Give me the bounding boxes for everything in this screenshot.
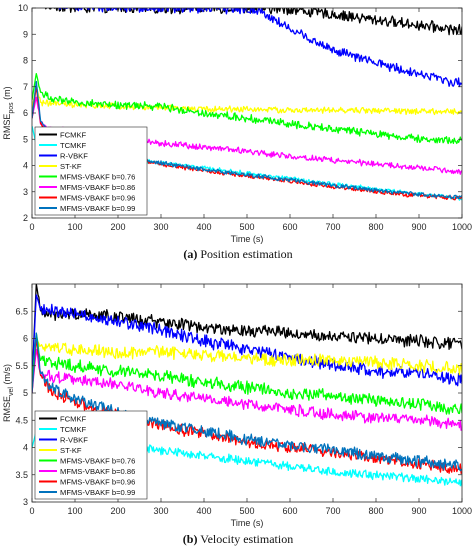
y-tick-label: 4 xyxy=(23,161,28,171)
x-axis-label: Time (s) xyxy=(231,518,264,528)
y-tick-label: 7 xyxy=(23,82,28,92)
y-axis-label-unit: (m/s) xyxy=(2,364,12,387)
y-tick-label: 6 xyxy=(23,108,28,118)
legend-label: MFMS-VBAKF b=0.76 xyxy=(60,173,135,182)
y-axis-label-main: RMSE xyxy=(2,114,12,140)
y-tick-label: 3 xyxy=(23,497,28,507)
x-tick-label: 1000 xyxy=(452,506,472,516)
series-line-mfms-vbakf-b-0-99 xyxy=(32,332,462,472)
legend-label: TCMKF xyxy=(60,141,87,150)
y-tick-label: 5 xyxy=(23,134,28,144)
x-tick-label: 500 xyxy=(239,222,254,232)
x-tick-label: 700 xyxy=(325,222,340,232)
legend-label: TCMKF xyxy=(60,425,87,434)
legend-label: MFMS-VBAKF b=0.99 xyxy=(60,488,135,497)
y-axis-label: RMSEvel (m/s) xyxy=(2,364,15,422)
y-axis-label-subscript: vel xyxy=(8,387,15,396)
x-tick-label: 600 xyxy=(282,222,297,232)
legend-label: R-VBKF xyxy=(60,436,88,445)
legend-box xyxy=(34,410,148,500)
series-line-mfms-vbakf-b-0-86 xyxy=(32,348,462,431)
y-tick-label: 10 xyxy=(18,3,28,13)
legend-box xyxy=(34,126,148,216)
x-tick-label: 800 xyxy=(368,222,383,232)
x-tick-label: 200 xyxy=(110,506,125,516)
series-line-mfms-vbakf-b-0-96 xyxy=(32,337,462,474)
y-tick-label: 5 xyxy=(23,388,28,398)
y-axis-label-unit: (m) xyxy=(2,86,12,102)
x-tick-label: 100 xyxy=(67,222,82,232)
caption-velocity-text: Velocity estimation xyxy=(197,532,294,546)
y-axis-label-main: RMSE xyxy=(2,396,12,422)
x-tick-label: 900 xyxy=(411,506,426,516)
legend-label: FCMKF xyxy=(60,415,87,424)
series-line-st-kf xyxy=(32,86,462,116)
y-tick-label: 3.5 xyxy=(15,470,28,480)
x-tick-label: 0 xyxy=(29,222,34,232)
y-axis-label-subscript: pos xyxy=(8,102,15,114)
x-tick-label: 800 xyxy=(368,506,383,516)
x-tick-label: 400 xyxy=(196,222,211,232)
y-tick-label: 9 xyxy=(23,29,28,39)
legend-label: MFMS-VBAKF b=0.99 xyxy=(60,204,135,213)
legend-label: MFMS-VBAKF b=0.86 xyxy=(60,467,135,476)
y-tick-label: 4.5 xyxy=(15,415,28,425)
x-tick-label: 200 xyxy=(110,222,125,232)
caption-velocity: (b) Velocity estimation xyxy=(0,532,476,547)
caption-position: (a) Position estimation xyxy=(0,247,476,262)
caption-velocity-letter: (b) xyxy=(182,532,198,546)
x-tick-label: 300 xyxy=(153,222,168,232)
x-tick-label: 300 xyxy=(153,506,168,516)
legend-label: MFMS-VBAKF b=0.96 xyxy=(60,478,135,487)
position-chart-panel: 0 100 200 300 400 500 600 700 800 900 1000 2 3 4 5 6 7 8 9… xyxy=(0,0,476,270)
velocity-chart-panel: 0 100 200 300 400 500 600 700 800 900 1000 3 3.5 4 4.5… xyxy=(0,272,476,550)
y-tick-label: 4 xyxy=(23,443,28,453)
x-tick-label: 100 xyxy=(67,506,82,516)
legend-label: ST-KF xyxy=(60,162,82,171)
series-line-mfms-vbakf-b-0-76 xyxy=(32,72,462,145)
y-axis-label: RMSEpos (m) xyxy=(2,86,15,139)
x-tick-label: 0 xyxy=(29,506,34,516)
series-line-st-kf xyxy=(32,337,462,383)
x-tick-label: 1000 xyxy=(452,222,472,232)
series-line-r-vbkf xyxy=(32,294,462,387)
x-tick-label: 600 xyxy=(282,506,297,516)
position-rmse-chart: 0 100 200 300 400 500 600 700 800 900 1000 2 3 4 5 6 7 8 9… xyxy=(2,3,472,244)
y-tick-label: 2 xyxy=(23,213,28,223)
y-tick-label: 8 xyxy=(23,56,28,66)
legend-label: R-VBKF xyxy=(60,152,88,161)
x-tick-label: 400 xyxy=(196,506,211,516)
x-axis-label: Time (s) xyxy=(231,234,264,244)
y-tick-label: 3 xyxy=(23,187,28,197)
x-tick-label: 700 xyxy=(325,506,340,516)
x-tick-label: 900 xyxy=(411,222,426,232)
y-tick-label: 5.5 xyxy=(15,361,28,371)
caption-position-text: Position estimation xyxy=(197,247,293,261)
series-line-fcmkf xyxy=(32,284,462,383)
legend-label: ST-KF xyxy=(60,446,82,455)
y-tick-label: 6 xyxy=(23,334,28,344)
legend-label: MFMS-VBAKF b=0.76 xyxy=(60,457,135,466)
caption-position-letter: (a) xyxy=(183,247,198,261)
legend-label: FCMKF xyxy=(60,131,87,140)
y-tick-label: 6.5 xyxy=(15,306,28,316)
legend-label: MFMS-VBAKF b=0.96 xyxy=(60,194,135,203)
series-line-mfms-vbakf-b-0-76 xyxy=(32,332,462,415)
velocity-rmse-chart: 0 100 200 300 400 500 600 700 800 900 1000 3 3.5 4 4.5… xyxy=(2,283,472,528)
legend-label: MFMS-VBAKF b=0.86 xyxy=(60,183,135,192)
x-tick-label: 500 xyxy=(239,506,254,516)
